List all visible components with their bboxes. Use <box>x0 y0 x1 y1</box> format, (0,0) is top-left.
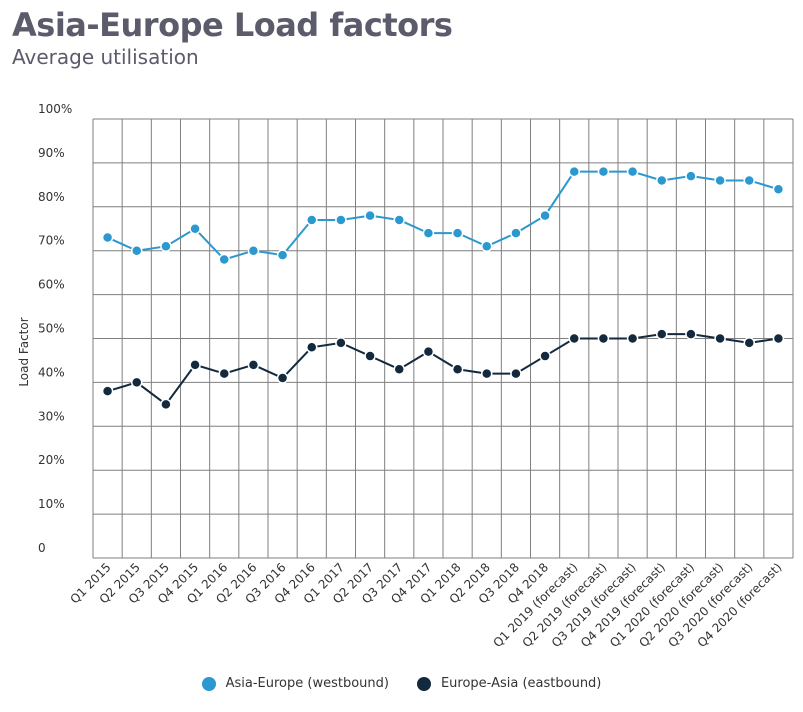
data-point <box>539 350 551 362</box>
y-tick-label: 10% <box>38 497 65 511</box>
data-point <box>306 214 318 226</box>
legend-label-westbound: Asia-Europe (westbound) <box>225 676 389 691</box>
data-point <box>189 223 201 235</box>
legend-swatch-westbound <box>201 676 216 691</box>
chart-subtitle: Average utilisation <box>12 45 199 69</box>
legend-label-eastbound: Europe-Asia (eastbound) <box>440 676 602 691</box>
data-point <box>422 345 435 358</box>
data-point <box>539 209 551 222</box>
y-tick-label: 80% <box>38 190 65 204</box>
data-point <box>743 337 755 349</box>
data-point <box>568 165 580 178</box>
data-point <box>597 332 610 345</box>
data-point <box>247 244 260 257</box>
data-point <box>743 174 755 187</box>
data-point <box>714 332 726 345</box>
y-tick-label: 30% <box>38 409 65 423</box>
data-point <box>656 174 668 187</box>
legend-item-westbound: Asia-Europe (westbound) <box>201 676 389 691</box>
data-point <box>218 367 230 380</box>
legend-item-eastbound: Europe-Asia (eastbound) <box>416 676 602 691</box>
data-point <box>101 385 114 397</box>
data-point <box>481 367 493 380</box>
data-point <box>335 214 347 226</box>
data-point <box>451 227 464 239</box>
data-point <box>422 227 435 239</box>
y-tick-label: 70% <box>38 234 65 248</box>
data-point <box>131 376 143 389</box>
y-tick-label: 40% <box>38 365 65 379</box>
data-point <box>160 398 172 411</box>
data-point <box>510 227 522 239</box>
data-point <box>714 174 726 187</box>
data-point <box>626 332 639 345</box>
data-point <box>306 341 318 354</box>
y-tick-label: 60% <box>38 278 65 292</box>
series-layer <box>101 165 785 411</box>
data-point <box>626 165 639 178</box>
data-point <box>393 214 405 226</box>
y-tick-label: 50% <box>38 322 65 336</box>
data-point <box>772 183 785 195</box>
data-point <box>189 359 201 371</box>
y-tick-label: 100% <box>38 102 72 116</box>
data-point <box>772 332 785 345</box>
data-point <box>568 332 580 345</box>
data-point <box>364 209 376 222</box>
y-axis-ticks: 0 10% 20% 30% 40% 50% 60% 70% 80% 90% 100% <box>38 102 72 555</box>
data-point <box>451 363 464 375</box>
line-chart: 0 10% 20% 30% 40% 50% 60% 70% 80% 90% 100% Q1 2015… <box>17 102 794 650</box>
data-point <box>247 359 260 371</box>
y-tick-label: 90% <box>38 146 65 160</box>
y-tick-label: 0 <box>38 541 46 555</box>
chart-title: Asia-Europe Load factors <box>12 6 453 44</box>
data-point <box>218 253 230 266</box>
data-point <box>276 249 289 261</box>
data-point <box>510 367 522 380</box>
data-point <box>685 328 697 340</box>
legend-swatch-eastbound <box>416 676 431 691</box>
y-tick-label: 20% <box>38 453 65 467</box>
gridlines <box>92 118 794 559</box>
data-point <box>656 328 668 340</box>
data-point <box>685 170 697 182</box>
data-point <box>101 231 114 244</box>
data-point <box>393 363 405 375</box>
data-point <box>364 350 376 362</box>
legend: Asia-Europe (westbound) Europe-Asia (eas… <box>0 676 803 691</box>
data-point <box>131 244 143 257</box>
data-point <box>335 337 347 349</box>
data-point <box>597 165 610 178</box>
y-axis-label: Load Factor <box>17 317 31 386</box>
data-point <box>481 240 493 253</box>
data-point <box>160 240 172 253</box>
data-point <box>276 372 289 384</box>
